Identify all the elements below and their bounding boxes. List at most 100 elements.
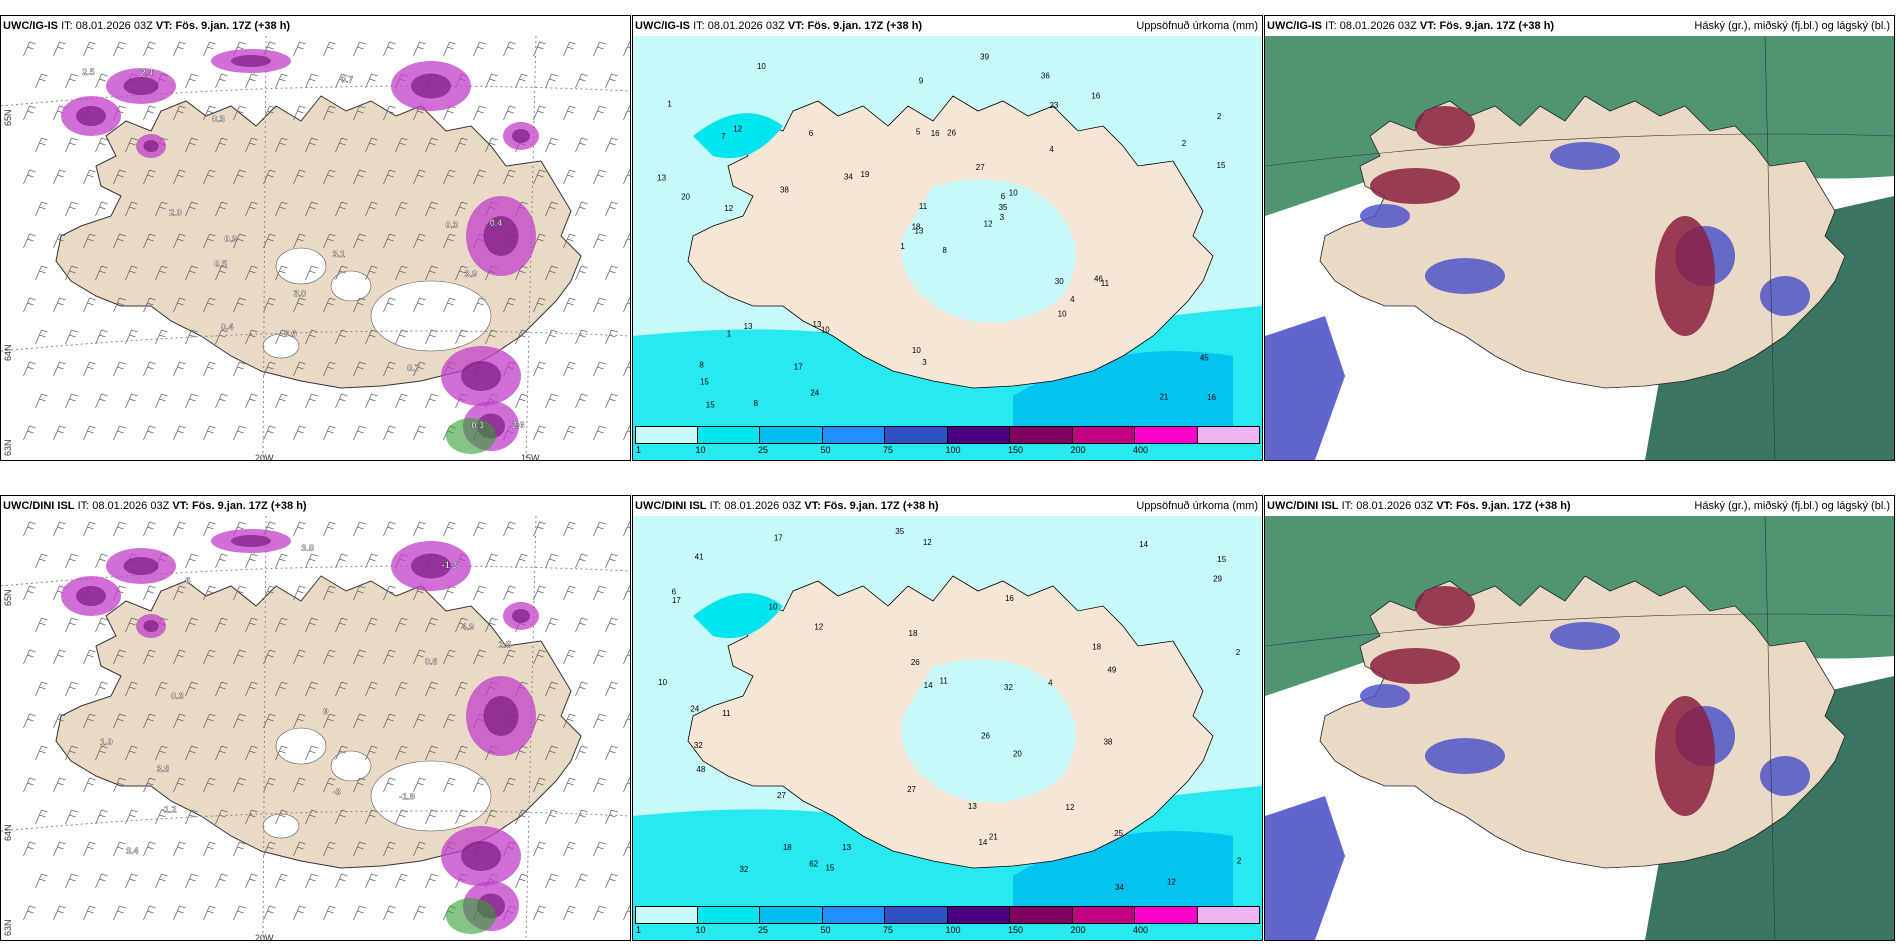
precip-value: 10: [658, 678, 667, 687]
snow-depth-value: -1.9: [399, 792, 415, 802]
snow-depth-value: -1.2: [161, 805, 177, 815]
panel-row1-wind-snow: UWC/IG-IS IT: 08.01.2026 03Z VT: Fös. 9.…: [0, 15, 631, 461]
snow-depth-value: 3.4: [126, 846, 139, 856]
colorbar-label: 100: [945, 925, 961, 935]
precip-value: 34: [1115, 883, 1124, 892]
snow-depth-value: -1.3: [442, 560, 458, 570]
snow-depth-value: 0.3: [471, 420, 484, 430]
lon-label: 20W: [255, 933, 274, 941]
colorbar-swatch: [947, 906, 1010, 924]
lat-label: 64N: [3, 344, 13, 361]
wind-snow-map[interactable]: 3.0 2.0 2.4 3.9 2.6 0.3 0.6 0.5 0.4 0.3 0.4 0.7 2.5 0…: [1, 36, 630, 460]
precip-value: 26: [911, 658, 920, 667]
snow-depth-value: 2.0: [169, 208, 182, 218]
precip-value: 35: [895, 527, 904, 536]
panel-row1-cloud: UWC/IG-IS IT: 08.01.2026 03Z VT: Fös. 9.…: [1264, 15, 1895, 461]
precip-value: 15: [1217, 161, 1226, 170]
colorbar-swatch: [885, 426, 948, 444]
wind-snow-map[interactable]: 3.4 -1.3 6 4.9 -3 0.3 3.8 -1.2 2.5 0.8 1.0 3.8 -1.9 9: [1, 516, 630, 940]
snow-depth-value: 0.8: [425, 656, 438, 666]
precip-value: 38: [1103, 738, 1112, 747]
precip-value: 17: [672, 596, 681, 605]
snow-depth-value: 9: [323, 707, 328, 717]
precip-value: 11: [722, 709, 731, 718]
precip-value: 18: [1092, 642, 1101, 651]
precip-value: 10: [769, 603, 778, 612]
colorbar-label: 75: [883, 925, 894, 935]
precip-value: 10: [1009, 189, 1018, 198]
iceland-landmass: [1319, 575, 1846, 869]
colorbar-label: 1: [636, 925, 642, 935]
precip-value: 12: [1167, 877, 1176, 886]
colorbar-swatch: [947, 426, 1010, 444]
precip-value: 18: [783, 843, 792, 852]
snow-depth-value: 0.9: [224, 234, 237, 244]
panel-row2-wind-snow: UWC/DINI ISL IT: 08.01.2026 03Z VT: Fös.…: [0, 495, 631, 941]
snow-depth-value: 2.6: [512, 420, 525, 430]
precip-map[interactable]: 10 12 18 15 6 12 11 16 18 14 11 38 35 17 10 27 21 24 26 27 1…: [633, 516, 1262, 940]
panel-header: UWC/IG-IS IT: 08.01.2026 03Z VT: Fös. 9.…: [1265, 16, 1894, 36]
precip-value: 4: [1049, 145, 1054, 154]
lon-label: 15W: [521, 453, 540, 461]
precip-value: 12: [984, 219, 993, 228]
precip-value: 1: [727, 330, 732, 339]
precip-value: 10: [1058, 309, 1067, 318]
precip-value: 15: [825, 864, 834, 873]
precip-map[interactable]: 8 7 13 8 6 10 36 26 23 12 10 16 12 2 1 4 8 5 27 13 19 15 17 16 1…: [633, 36, 1262, 460]
precip-value: 13: [968, 802, 977, 811]
wind-barbs: [23, 521, 630, 921]
precip-value: 14: [978, 838, 987, 847]
precip-value: 16: [931, 129, 940, 138]
panel-row2-precip: UWC/DINI ISL IT: 08.01.2026 03Z VT: Fös.…: [632, 495, 1263, 941]
colorbar-label: 25: [758, 925, 769, 935]
precip-value: 6: [809, 129, 814, 138]
precip-value: 1: [900, 242, 905, 251]
precip-value: 2: [1182, 139, 1187, 148]
precip-value: 2: [1217, 112, 1222, 121]
precip-colorbar: 1 10 25 50 75 100 150 200 400: [635, 426, 1260, 456]
precip-value: 13: [842, 843, 851, 852]
precip-value: 32: [1004, 683, 1013, 692]
colorbar-swatch: [885, 906, 948, 924]
colorbar-swatch: [760, 906, 823, 924]
lat-label: 64N: [3, 824, 13, 841]
colorbar-swatch: [1072, 906, 1135, 924]
precip-value: 2: [1236, 648, 1241, 657]
colorbar-swatch: [822, 426, 885, 444]
precip-value: 24: [690, 704, 699, 713]
colorbar-label: 10: [695, 445, 706, 455]
precip-value: 45: [1200, 354, 1209, 363]
precip-value: 24: [810, 388, 819, 397]
precip-value: 2: [1237, 857, 1242, 866]
precip-value: 27: [976, 163, 985, 172]
precip-value: 14: [1139, 540, 1148, 549]
snow-depth-value: 0.3: [446, 220, 459, 230]
snow-depth-value: 0.5: [214, 259, 227, 269]
precip-value: 9: [919, 76, 924, 85]
cloud-map[interactable]: [1265, 516, 1894, 940]
precip-value: 13: [914, 226, 923, 235]
snow-depth-value: 0.7: [341, 74, 354, 84]
precip-value: 20: [681, 192, 690, 201]
precip-colorbar: 1 10 25 50 75 100 150 200 400: [635, 906, 1260, 936]
precip-value: 38: [780, 186, 789, 195]
snow-depth-value: 6: [186, 575, 191, 585]
cloud-map[interactable]: [1265, 36, 1894, 460]
snow-depth-value: 0.3: [171, 691, 184, 701]
colorbar-label: 150: [1008, 445, 1024, 455]
precip-value: 27: [777, 791, 786, 800]
precip-value: 12: [1066, 803, 1075, 812]
precip-value: 17: [774, 534, 783, 543]
precip-value: 34: [844, 173, 853, 182]
snow-depth-value: 1.0: [100, 737, 113, 747]
snow-depth-value: 3.9: [465, 269, 478, 279]
snow-depth-value: 0.6: [284, 328, 297, 338]
snow-depth-value: 4.9: [462, 622, 475, 632]
precip-value: 5: [916, 128, 921, 137]
precip-value: 62: [809, 859, 818, 868]
lon-label: 20W: [255, 453, 274, 461]
snow-depth-value: 2.5: [82, 67, 95, 77]
precip-value: 13: [744, 322, 753, 331]
lat-label: 63N: [3, 439, 13, 456]
iceland-landmass: [1319, 95, 1846, 389]
